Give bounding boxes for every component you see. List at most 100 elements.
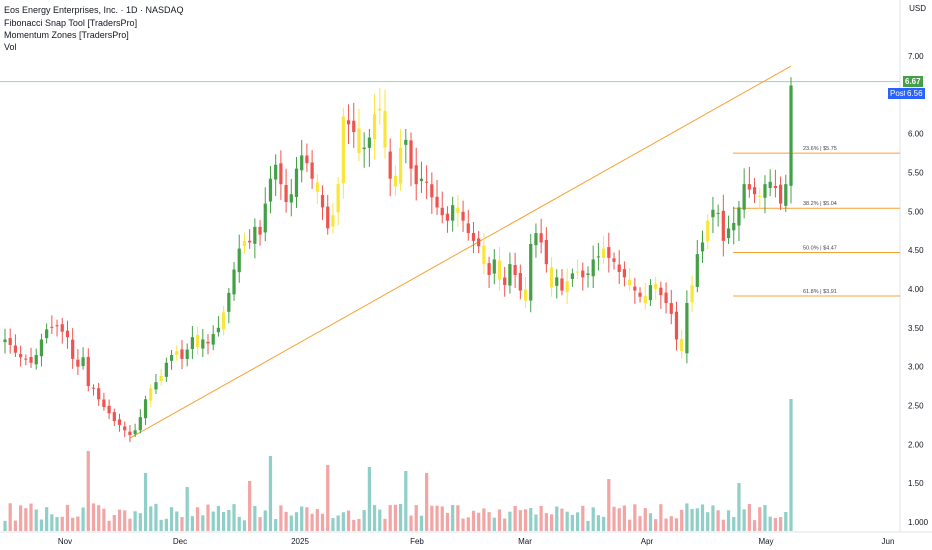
volume-bar bbox=[242, 520, 247, 531]
currency-label[interactable]: USD bbox=[909, 4, 926, 13]
volume-bar bbox=[227, 510, 231, 531]
indicator-fibonacci[interactable]: Fibonacci Snap Tool [TradersPro] bbox=[4, 18, 138, 28]
volume-bar bbox=[117, 509, 122, 531]
candle-body bbox=[773, 185, 777, 189]
candle-body bbox=[747, 184, 751, 190]
candle-body bbox=[732, 222, 736, 231]
candle-body bbox=[8, 338, 12, 345]
volume-bar bbox=[440, 506, 444, 531]
volume-bar bbox=[13, 520, 18, 531]
volume-bar bbox=[253, 505, 257, 531]
candle-body bbox=[602, 248, 606, 258]
fib-level-label: 23.6% | $5.75 bbox=[803, 146, 837, 152]
volume-bar bbox=[695, 508, 699, 531]
volume-bar bbox=[617, 508, 621, 531]
volume-bar bbox=[248, 481, 252, 531]
volume-bar bbox=[300, 506, 304, 531]
candle-body bbox=[742, 184, 746, 210]
candle-body bbox=[336, 184, 340, 213]
candle-body bbox=[71, 339, 75, 359]
candle-body bbox=[628, 279, 632, 286]
volume-bar bbox=[607, 479, 611, 531]
chart-title: Eos Energy Enterprises, Inc. · 1D · NASD… bbox=[4, 5, 184, 15]
volume-bar bbox=[581, 505, 585, 531]
candle-body bbox=[206, 341, 210, 344]
candle-body bbox=[175, 351, 179, 355]
candle-body bbox=[487, 263, 491, 276]
last-price-tag: 6.67 bbox=[903, 76, 923, 87]
candle-body bbox=[86, 356, 90, 387]
volume-bar bbox=[294, 512, 299, 531]
volume-bar bbox=[216, 505, 221, 531]
volume-bar bbox=[430, 505, 434, 531]
price-tick-label: 1.50 bbox=[908, 479, 924, 488]
volume-bar bbox=[315, 509, 319, 531]
volume-bar bbox=[482, 508, 486, 531]
candle-body bbox=[263, 203, 267, 233]
volume-bar bbox=[773, 518, 777, 531]
time-tick-label: Dec bbox=[173, 537, 187, 546]
volume-bar bbox=[258, 517, 262, 531]
candle-body bbox=[227, 292, 231, 312]
candle-body bbox=[456, 207, 460, 213]
price-tick-label: 3.00 bbox=[908, 363, 924, 372]
volume-bar bbox=[508, 511, 512, 531]
volume-bar bbox=[29, 503, 33, 531]
volume-bar bbox=[612, 506, 616, 531]
indicator-volume[interactable]: Vol bbox=[4, 42, 17, 52]
candle-body bbox=[669, 303, 673, 314]
candle-body bbox=[326, 206, 330, 229]
volume-bar bbox=[654, 519, 658, 531]
volume-bar bbox=[477, 512, 481, 531]
volume-bar bbox=[628, 519, 632, 531]
volume-bar bbox=[201, 515, 205, 531]
candle-body bbox=[503, 277, 507, 286]
volume-bar bbox=[274, 519, 278, 531]
volume-bar bbox=[393, 504, 398, 531]
volume-bar bbox=[190, 516, 195, 531]
candle-body bbox=[695, 254, 699, 287]
candle-body bbox=[711, 209, 715, 218]
candle-body bbox=[763, 184, 767, 198]
volume-bar bbox=[711, 505, 715, 531]
volume-bar bbox=[768, 516, 772, 531]
volume-bar bbox=[674, 518, 679, 531]
volume-bar bbox=[648, 513, 653, 531]
price-tick-label: 3.50 bbox=[908, 324, 924, 333]
volume-bar bbox=[435, 505, 439, 531]
volume-bar bbox=[378, 509, 382, 531]
volume-bar bbox=[169, 507, 174, 531]
indicator-momentum[interactable]: Momentum Zones [TradersPro] bbox=[4, 30, 129, 40]
volume-bar bbox=[310, 513, 314, 531]
volume-bar bbox=[180, 517, 184, 531]
candle-body bbox=[346, 120, 351, 125]
volume-bar bbox=[154, 503, 158, 531]
volume-bar bbox=[211, 511, 215, 531]
candle-body bbox=[315, 182, 319, 192]
volume-bar bbox=[518, 510, 522, 531]
candle-body bbox=[674, 311, 679, 340]
volume-bar bbox=[362, 510, 366, 531]
time-tick-label: May bbox=[758, 537, 773, 546]
candle-body bbox=[461, 211, 465, 221]
candle-body bbox=[716, 212, 720, 214]
volume-bar bbox=[8, 503, 12, 531]
volume-bar bbox=[128, 518, 132, 531]
trendline[interactable] bbox=[129, 65, 792, 439]
volume-bar bbox=[133, 511, 137, 531]
candle-body bbox=[268, 178, 273, 202]
volume-bar bbox=[222, 512, 226, 531]
candle-body bbox=[721, 210, 725, 241]
candle-body bbox=[29, 357, 33, 363]
volume-bar bbox=[326, 465, 330, 531]
volume-bar bbox=[747, 504, 751, 531]
candle-body bbox=[622, 269, 627, 278]
candle-body bbox=[581, 270, 585, 278]
volume-bar bbox=[471, 510, 476, 531]
candle-body bbox=[357, 128, 361, 154]
time-tick-label: Jun bbox=[882, 537, 895, 546]
candle-body bbox=[685, 302, 689, 354]
candle-body bbox=[164, 362, 168, 377]
candle-body bbox=[617, 264, 621, 272]
